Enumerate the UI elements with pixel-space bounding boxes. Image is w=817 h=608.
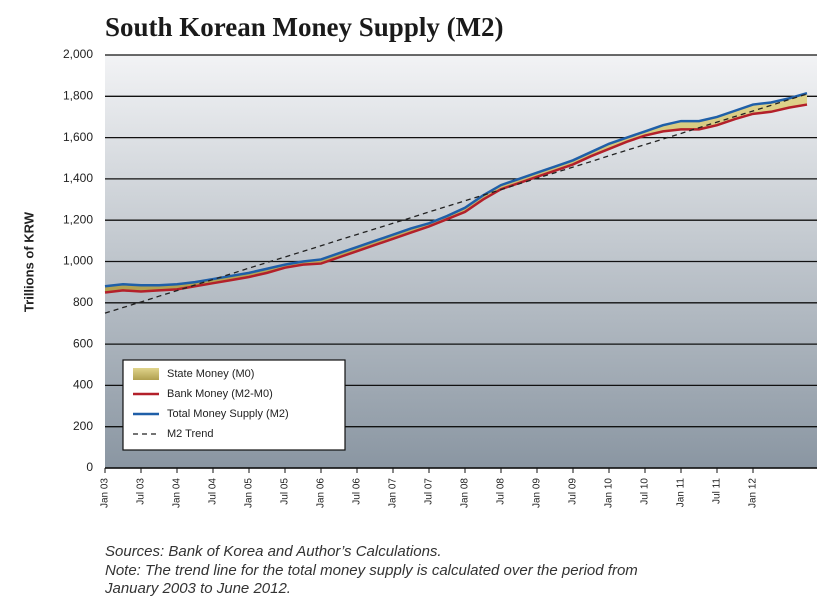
y-tick-label: 1,000 bbox=[63, 254, 93, 268]
x-tick-label: Jan 08 bbox=[460, 478, 471, 508]
source-note: Sources: Bank of Korea and Author’s Calc… bbox=[105, 543, 442, 560]
note: January 2003 to June 2012. bbox=[104, 580, 291, 597]
y-tick-label: 1,600 bbox=[63, 130, 93, 144]
y-tick-label: 2,000 bbox=[63, 47, 93, 61]
series-line bbox=[104, 93, 808, 314]
y-tick-label: 200 bbox=[73, 419, 93, 433]
x-tick-label: Jul 03 bbox=[136, 478, 147, 505]
x-tick-label: Jan 04 bbox=[172, 478, 183, 508]
legend-label: M2 Trend bbox=[167, 428, 213, 440]
legend-label: Total Money Supply (M2) bbox=[167, 408, 289, 420]
x-tick-label: Jan 03 bbox=[100, 478, 111, 508]
state-money-area bbox=[105, 93, 807, 293]
note: Note: The trend line for the total money… bbox=[105, 562, 638, 579]
x-tick-label: Jan 12 bbox=[748, 478, 759, 508]
x-tick-label: Jul 08 bbox=[496, 478, 507, 505]
y-axis-label: Trillions of KRW bbox=[21, 211, 36, 312]
x-tick-label: Jul 05 bbox=[280, 478, 291, 505]
x-tick-label: Jan 09 bbox=[532, 478, 543, 508]
x-tick-label: Jan 06 bbox=[316, 478, 327, 508]
legend-label: Bank Money (M2-M0) bbox=[167, 388, 273, 400]
x-tick-label: Jul 06 bbox=[352, 478, 363, 505]
chart-title: South Korean Money Supply (M2) bbox=[105, 12, 504, 42]
x-tick-label: Jul 10 bbox=[640, 478, 651, 505]
x-tick-label: Jul 04 bbox=[208, 478, 219, 505]
x-tick-label: Jan 07 bbox=[388, 478, 399, 508]
y-tick-label: 600 bbox=[73, 336, 93, 350]
y-tick-label: 1,800 bbox=[63, 88, 93, 102]
legend-swatch bbox=[133, 368, 159, 380]
y-tick-label: 800 bbox=[73, 295, 93, 309]
x-tick-label: Jan 05 bbox=[244, 478, 255, 508]
y-tick-label: 1,400 bbox=[63, 171, 93, 185]
legend-label: State Money (M0) bbox=[167, 368, 254, 380]
x-tick-label: Jan 11 bbox=[676, 478, 687, 508]
series-line bbox=[104, 92, 808, 288]
y-tick-label: 1,200 bbox=[63, 212, 93, 226]
series-line bbox=[104, 103, 808, 294]
y-tick-label: 0 bbox=[86, 460, 93, 474]
y-tick-label: 400 bbox=[73, 378, 93, 392]
x-tick-label: Jul 11 bbox=[712, 478, 723, 504]
x-tick-label: Jan 10 bbox=[604, 478, 615, 508]
legend-box bbox=[122, 359, 346, 451]
x-tick-label: Jul 09 bbox=[568, 478, 579, 505]
x-tick-label: Jul 07 bbox=[424, 478, 435, 505]
